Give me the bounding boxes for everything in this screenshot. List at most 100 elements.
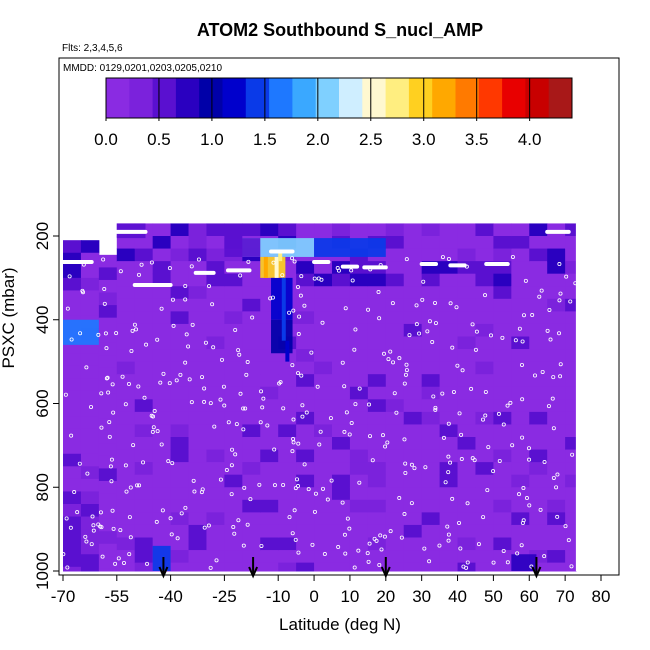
colorbar-swatch <box>362 78 387 118</box>
heatmap-cell <box>260 487 279 501</box>
heatmap-cell <box>439 562 459 572</box>
heatmap-cell <box>80 478 100 492</box>
flight-track-marker <box>474 329 479 334</box>
heatmap-cell <box>224 562 243 572</box>
heatmap-cell <box>493 449 512 463</box>
flight-track-marker <box>296 332 301 337</box>
heatmap-cell <box>439 386 459 400</box>
heatmap-cell <box>403 550 423 564</box>
heatmap-cell <box>457 311 476 325</box>
flight-track-marker <box>431 394 436 399</box>
flight-track-marker <box>296 441 301 446</box>
heatmap-cell <box>80 466 100 480</box>
x-tick-label: 70 <box>556 587 575 606</box>
heatmap-cell <box>63 378 82 392</box>
heatmap-cell <box>170 261 190 275</box>
heatmap-cell <box>403 487 423 501</box>
heatmap-cell <box>152 424 172 438</box>
heatmap-cell <box>296 424 315 438</box>
flight-track-marker <box>520 435 525 440</box>
heatmap-cell <box>385 386 405 400</box>
heatmap-cell <box>511 386 530 400</box>
heatmap-cell <box>367 424 387 438</box>
heatmap-cell <box>565 336 577 350</box>
heatmap-cell <box>529 361 548 375</box>
heatmap-cell <box>475 223 494 237</box>
heatmap-cell <box>224 512 243 526</box>
flight-track-marker <box>84 539 89 544</box>
colorbar-swatch <box>222 78 247 118</box>
heatmap-cell <box>152 223 172 237</box>
heatmap-cell <box>547 562 566 572</box>
flight-track-marker <box>491 560 496 565</box>
flight-track-marker <box>91 523 96 528</box>
heatmap-cell <box>367 323 387 337</box>
heatmap-cell <box>116 273 136 287</box>
heatmap-cell <box>188 236 207 250</box>
heatmap-cell <box>439 374 459 388</box>
flight-track-marker <box>372 536 377 541</box>
flight-track-marker <box>343 551 348 556</box>
heatmap-cell <box>296 361 315 375</box>
heatmap-cell <box>98 367 118 381</box>
flight-track-marker <box>189 400 194 405</box>
heatmap-cell <box>134 562 154 572</box>
flight-track-marker <box>309 350 314 355</box>
flight-track-marker <box>174 378 179 383</box>
heatmap-cell <box>278 524 297 538</box>
flight-track-marker <box>470 456 475 461</box>
x-tick-label: -40 <box>158 587 183 606</box>
flight-track-marker <box>443 480 448 485</box>
heatmap-cell <box>188 411 207 425</box>
heatmap-cell <box>242 286 261 300</box>
flight-track-marker <box>183 505 188 510</box>
heatmap-cell <box>260 462 279 476</box>
heatmap-cell <box>385 361 405 375</box>
flight-track-marker <box>293 486 298 491</box>
x-tick-label: -10 <box>266 587 291 606</box>
heatmap-cell <box>385 424 405 438</box>
heatmap-cell <box>116 524 136 538</box>
heatmap-cell <box>565 386 577 400</box>
heatmap-cell <box>547 361 566 375</box>
heatmap-cell <box>224 386 243 400</box>
heatmap-cell <box>511 449 530 463</box>
heatmap-cell <box>457 261 476 275</box>
flight-track-marker <box>268 296 273 301</box>
heatmap-cell <box>260 512 279 526</box>
heatmap-cell <box>152 261 172 275</box>
flight-track-marker <box>446 532 451 537</box>
heatmap-cell <box>63 303 82 317</box>
flight-track-marker <box>141 460 146 465</box>
flight-track-marker <box>383 444 388 449</box>
heatmap-cell <box>511 261 530 275</box>
flight-track-marker <box>136 384 141 389</box>
flight-track-marker <box>394 410 399 415</box>
heatmap-cell <box>314 562 333 572</box>
flight-track-marker <box>127 552 132 557</box>
heatmap-cell <box>367 487 387 501</box>
flight-track-marker <box>114 331 119 336</box>
heatmap-cell <box>421 537 441 551</box>
flight-track-marker <box>505 403 510 408</box>
flight-track-marker <box>505 560 510 565</box>
heatmap-cell <box>98 380 118 394</box>
flight-track-marker <box>423 465 428 470</box>
y-tick-label: 400 <box>33 306 52 334</box>
flight-track-marker <box>258 420 263 425</box>
flight-track-marker <box>202 399 207 404</box>
heatmap-cell <box>98 393 118 407</box>
heatmap-cell <box>565 248 577 262</box>
colorbar-swatch <box>152 78 177 118</box>
heatmap-cell <box>224 374 243 388</box>
flight-track-marker <box>402 437 407 442</box>
heatmap-cell <box>475 512 494 526</box>
heatmap-cell <box>188 311 207 325</box>
heatmap-cell <box>349 223 369 237</box>
heatmap-cell <box>493 462 512 476</box>
heatmap-cell <box>152 449 172 463</box>
heatmap-cell <box>332 399 351 413</box>
heatmap-cell <box>152 323 172 337</box>
flight-track-marker <box>550 396 555 401</box>
heatmap-cell <box>170 399 190 413</box>
